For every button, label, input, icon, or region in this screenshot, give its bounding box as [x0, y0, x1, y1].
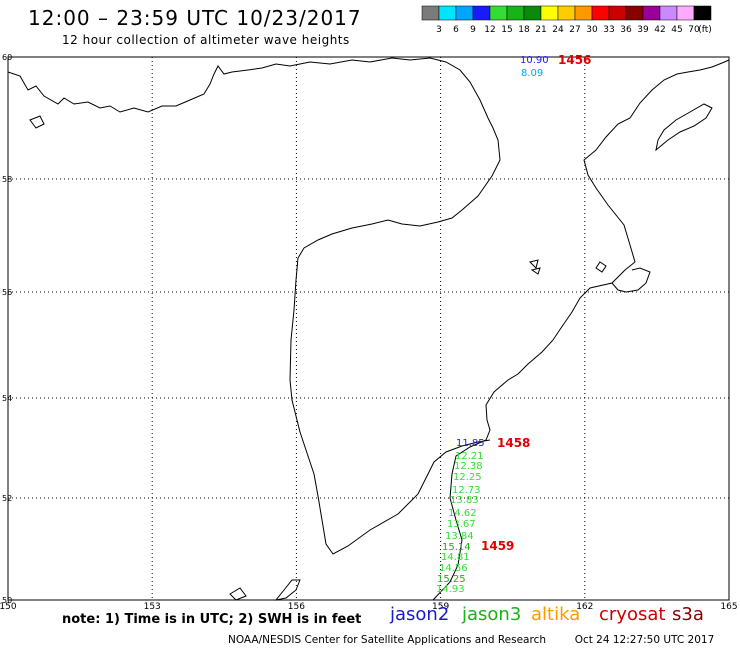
page-subtitle: 12 hour collection of altimeter wave hei…	[62, 33, 350, 47]
lon-tick-label: 150	[0, 602, 17, 612]
legend-label: 70	[688, 25, 700, 34]
grid-lines	[8, 57, 729, 600]
wave-height-label: 14.93	[436, 584, 465, 595]
coastline-kamchatka-west	[432, 59, 730, 601]
legend-label: 12	[484, 25, 495, 34]
legend-swatch	[693, 5, 712, 21]
legend-label: 45	[671, 25, 682, 34]
map-frame	[7, 56, 730, 601]
lon-tick-label: 156	[288, 602, 305, 612]
lat-tick-label: 58	[2, 175, 12, 184]
legend-label: 27	[569, 25, 580, 34]
credit-text: NOAA/NESDIS Center for Satellite Applica…	[228, 634, 546, 646]
legend-label: 30	[586, 25, 598, 34]
satellite-jason3: jason3	[462, 604, 522, 625]
island-4	[595, 261, 607, 273]
footer-note: note: 1) Time is in UTC; 2) SWH is in fe…	[62, 612, 362, 627]
wave-height-label: 14.56	[439, 563, 468, 574]
lat-tick-label: 50	[2, 596, 12, 605]
wave-height-label: 13.83	[450, 495, 479, 506]
credit-line: NOAA/NESDIS Center for Satellite Applica…	[228, 634, 714, 646]
coastline-kamchatka-inner	[611, 267, 651, 293]
credit-timestamp: Oct 24 12:27:50 UTC 2017	[574, 634, 715, 646]
lat-tick-label: 56	[2, 288, 12, 297]
wave-height-label: 12.21	[455, 451, 484, 462]
wave-height-label: 13.84	[445, 531, 474, 542]
legend-label: 18	[518, 25, 530, 34]
wave-height-label: 12.73	[452, 485, 481, 496]
time-label: 1456	[558, 53, 591, 67]
legend-label: 15	[501, 25, 512, 34]
wave-height-label: 14.62	[448, 508, 477, 519]
satellite-s3a: s3a	[672, 604, 704, 625]
wave-height-label: 12.38	[454, 461, 483, 472]
legend-label: 33	[603, 25, 614, 34]
legend-label: 6	[453, 25, 459, 34]
satellite-cryosat: cryosat	[599, 604, 666, 625]
wave-height-label: 15.14	[442, 542, 471, 553]
color-legend: 3 6 9 12 15 18 21 24 27 30 33 36 39 42 45 70(ft)	[421, 5, 712, 34]
legend-unit: (ft)	[698, 25, 712, 34]
satellite-jason2: jason2	[390, 604, 450, 625]
time-label: 1459	[481, 539, 514, 553]
legend-label: 3	[436, 25, 442, 34]
island-6	[229, 587, 247, 601]
page-title: 12:00 – 23:59 UTC 10/23/2017	[28, 6, 362, 30]
lat-tick-label: 54	[2, 394, 12, 403]
wave-height-label: 11.85	[456, 438, 485, 449]
wave-height-label: 12.25	[453, 472, 482, 483]
lat-tick-label: 60	[2, 53, 12, 62]
legend-label: 9	[470, 25, 476, 34]
wave-height-label: 8.09	[521, 68, 543, 79]
legend-label: 24	[552, 25, 564, 34]
lon-tick-label: 153	[144, 602, 161, 612]
island-2	[529, 259, 539, 269]
legend-label: 39	[637, 25, 649, 34]
wave-height-label: 10.90	[520, 55, 549, 66]
time-label: 1458	[497, 436, 530, 450]
lat-tick-label: 52	[2, 494, 12, 503]
wave-height-label: 13.67	[447, 519, 476, 530]
wave-height-label: 15.25	[437, 574, 466, 585]
wave-height-label: 14.81	[441, 552, 470, 563]
satellite-altika: altika	[531, 604, 581, 625]
lon-tick-label: 159	[432, 602, 449, 612]
coastline-okhotsk-north	[7, 57, 501, 555]
coastline-kamchatka-bay	[655, 103, 713, 152]
lon-tick-label: 165	[720, 602, 737, 612]
legend-label: 42	[654, 25, 665, 34]
legend-label: 21	[535, 25, 546, 34]
island-3	[530, 267, 541, 275]
island-5	[274, 579, 301, 601]
lon-tick-label: 162	[576, 602, 593, 612]
legend-label: 36	[620, 25, 632, 34]
island-1	[29, 115, 45, 129]
